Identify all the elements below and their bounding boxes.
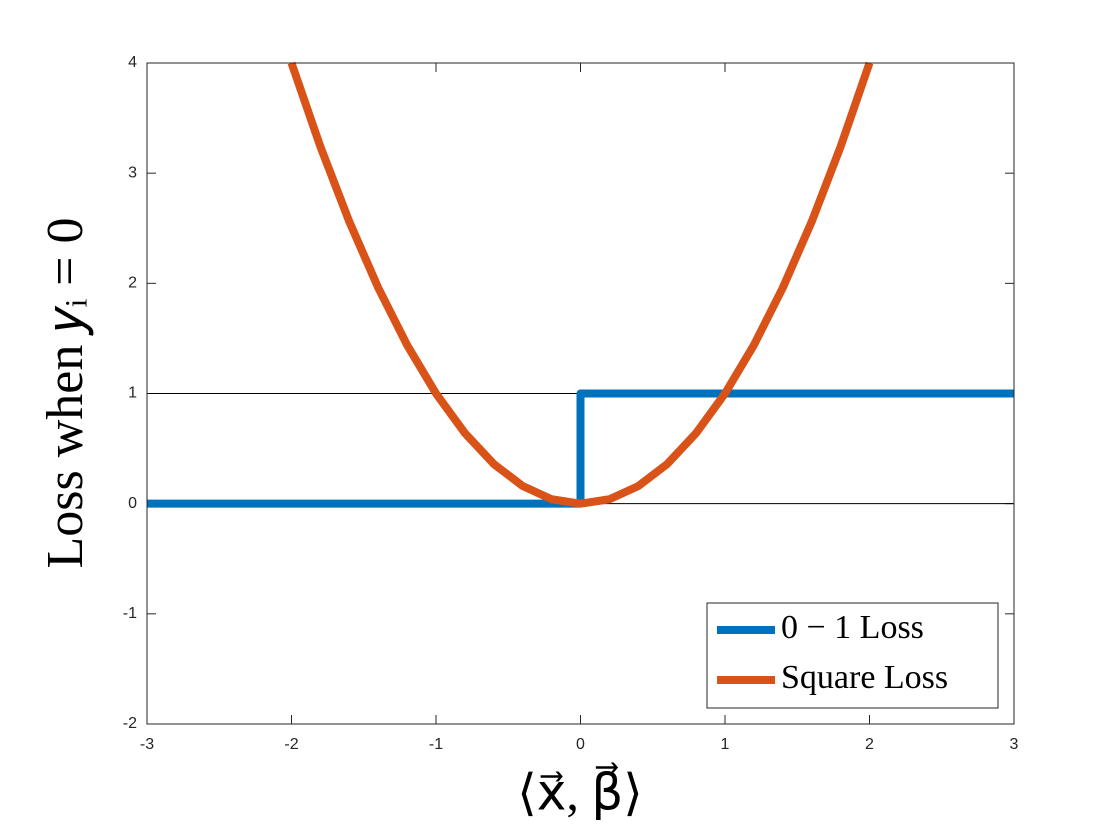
legend: 0 − 1 Loss Square Loss [706,602,999,709]
y-tick-label: 0 [128,495,137,512]
y-tick-label: -2 [123,715,137,732]
legend-box [706,602,999,709]
x-axis-label: ⟨x⃗, β⃗⟩ [517,762,643,820]
axes-box [146,62,1015,725]
y-tick-label: 3 [128,164,137,181]
y-axis-label: Loss when 𝑦ᵢ = 0 [37,218,94,569]
x-tick-label: -1 [429,736,443,753]
y-tick-label: 1 [128,385,137,402]
y-tick-label: 4 [128,54,137,71]
series-line [287,61,874,508]
x-tick-label: -3 [140,736,154,753]
series-line [147,389,1014,508]
x-tick-label: 1 [721,736,730,753]
y-tick-label: -1 [123,605,137,622]
legend-label: 0 − 1 Loss [781,609,924,646]
x-tick-label: 3 [1010,736,1019,753]
y-tick-label: 2 [128,275,137,292]
x-tick-label: 0 [576,736,585,753]
legend-label: Square Loss [781,659,948,696]
x-tick-label: -2 [284,736,298,753]
x-tick-label: 2 [865,736,874,753]
